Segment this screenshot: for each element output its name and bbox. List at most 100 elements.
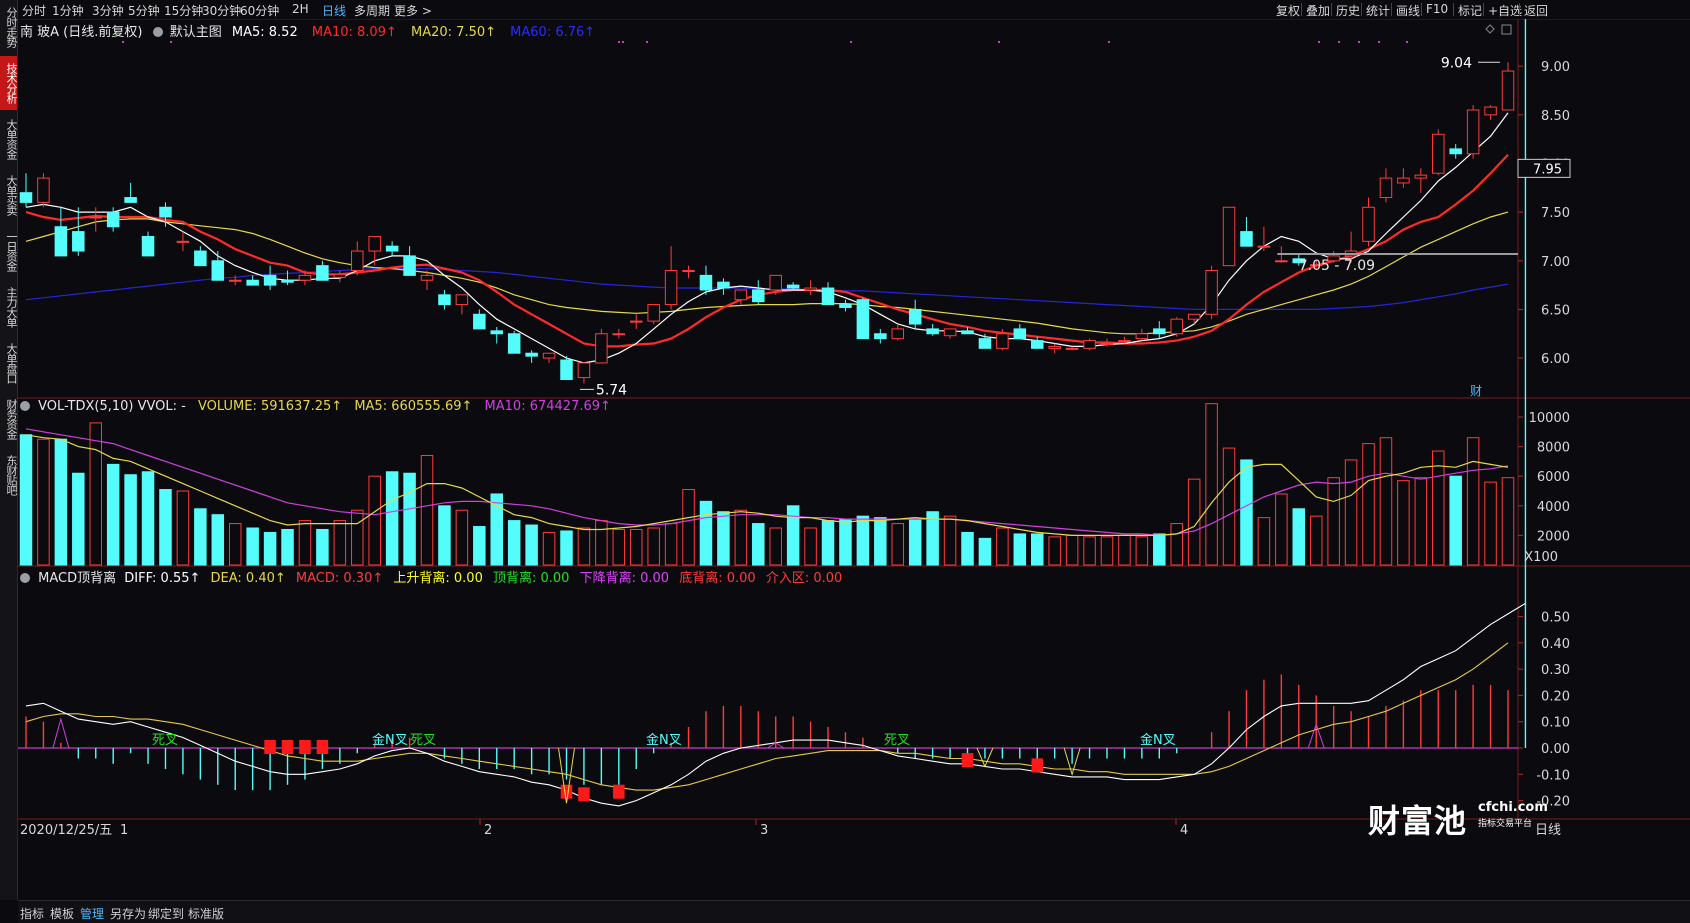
left-tab-7[interactable]: 大单盘口 — [5, 343, 18, 383]
volume-bar-down — [385, 471, 399, 566]
timeframe-8[interactable]: 2H — [292, 2, 309, 16]
macd-topdiv-label: 顶背离: 0.00 — [493, 571, 570, 586]
volume-bar-up — [1484, 481, 1497, 566]
macd-signal-label: 金N叉 — [646, 732, 682, 748]
vol-ma10-label: MA10: 674427.69↑ — [484, 399, 611, 414]
candle-down — [752, 289, 765, 303]
volume-bar-down — [159, 489, 172, 566]
volume-bar-up — [664, 523, 678, 566]
candle-up — [351, 250, 364, 272]
macd-axis-label: 0.00 — [1541, 742, 1570, 757]
volume-bar-up — [368, 475, 381, 566]
candle-down — [124, 197, 137, 203]
bottom-tab-5[interactable]: 绑定到 — [148, 907, 185, 921]
candle-up — [1309, 264, 1323, 267]
volume-bar-down — [978, 537, 992, 566]
toolbar-button-5[interactable]: 画线 — [1396, 4, 1421, 18]
timeframe-3[interactable]: 3分钟 — [92, 4, 124, 18]
timeframe-11[interactable]: 更多 > — [394, 4, 432, 18]
volume-bar-up — [455, 509, 469, 566]
candle-up — [1501, 70, 1515, 111]
toolbar-button-1[interactable]: 复权 — [1276, 4, 1301, 18]
candle-up — [1065, 347, 1079, 350]
toolbar-button-7[interactable]: 标记 — [1458, 4, 1483, 18]
candle-down — [211, 260, 225, 281]
bottom-tab-3[interactable]: 管理 — [80, 907, 105, 921]
volume-bar-down — [438, 505, 451, 566]
stock-title[interactable]: 南 玻A (日线.前复权) — [20, 25, 143, 40]
volume-bar-up — [176, 490, 190, 566]
volume-bar-down — [1240, 459, 1253, 566]
volume-bar-up — [1414, 477, 1428, 566]
toolbar-button-6[interactable]: F10 — [1426, 2, 1449, 16]
toolbar-button-3[interactable]: 历史 — [1336, 4, 1361, 18]
macd-signal-block — [299, 740, 311, 755]
candle-up — [664, 270, 678, 306]
volume-bar-up — [1065, 534, 1079, 566]
candle-down — [385, 245, 399, 252]
timeframe-1[interactable]: 分时 — [22, 4, 47, 18]
volume-bar-down — [316, 528, 329, 566]
bottom-tab-6[interactable]: 标准版 — [188, 907, 225, 921]
timeframe-9[interactable]: 日线 — [322, 4, 347, 18]
macd-bottomdiv-label: 底背离: 0.00 — [679, 571, 756, 586]
macd-entry-label: 介入区: 0.00 — [765, 571, 843, 586]
macd-axis-label: 0.40 — [1541, 637, 1570, 652]
toolbar-separator — [1301, 3, 1302, 16]
candle-down — [403, 255, 416, 276]
ma5-label: MA5: 8.52 — [231, 25, 298, 40]
candle-up — [1205, 270, 1218, 315]
price-axis-label: 6.00 — [1541, 352, 1570, 367]
candle-down — [1292, 258, 1306, 264]
chart-area[interactable]: 7.05 - 7.099.045.74 财 死叉 金N叉 死叉 金N叉 死叉 金N叉 9.0… — [18, 19, 1690, 900]
candle-up — [1118, 340, 1131, 343]
volume-bar-up — [996, 527, 1009, 566]
bottom-tab-2[interactable]: 模板 — [50, 907, 75, 921]
timeframe-10[interactable]: 多周期 — [354, 4, 391, 18]
left-tab-1[interactable]: 分时走势 — [5, 7, 18, 47]
macd-dea-line — [25, 642, 1509, 791]
candle-down — [821, 287, 835, 306]
left-tab-6[interactable]: 主力大单 — [5, 287, 18, 327]
timeframe-5[interactable]: 15分钟 — [164, 4, 204, 18]
volume-bar-down — [1013, 533, 1027, 566]
circle-icon[interactable] — [20, 573, 30, 583]
toolbar-button-8[interactable]: +自选 — [1488, 4, 1523, 18]
volume-bar-down — [141, 471, 155, 566]
toolbar-button-2[interactable]: 叠加 — [1306, 4, 1331, 18]
left-tab-4[interactable]: 大单买卖 — [5, 175, 18, 215]
vol-indicator-name[interactable]: VOL-TDX(5,10) VVOL: - — [38, 399, 186, 414]
diamond-icon[interactable] — [1485, 24, 1495, 34]
first-date-label: 2020/12/25/五 — [20, 823, 112, 838]
finance-marker: 财 — [1470, 384, 1482, 398]
left-tab-2[interactable]: 技术分析 — [0, 56, 18, 110]
candle-up — [1484, 106, 1497, 116]
template-label[interactable]: 默认主图 — [169, 25, 222, 40]
macd-macd-label: MACD: 0.30↑ — [295, 571, 384, 586]
ma10-label: MA10: 8.09↑ — [311, 25, 397, 40]
toolbar-button-4[interactable]: 统计 — [1366, 4, 1391, 18]
pin-icon[interactable] — [1501, 24, 1512, 35]
bottom-tab-4[interactable]: 另存为 — [110, 907, 147, 921]
bottom-tab-1[interactable]: 指标 — [20, 907, 45, 921]
timeframe-2[interactable]: 1分钟 — [52, 4, 84, 18]
toolbar-button-9[interactable]: 返回 — [1524, 4, 1549, 18]
price-axis-label: 9.00 — [1541, 60, 1570, 75]
price-zone-label: 7.05 - 7.09 — [1299, 258, 1375, 274]
volume-bar-up — [682, 489, 695, 566]
left-tab-3[interactable]: 大单资金 — [5, 119, 18, 159]
left-tab-5[interactable]: 一日资金 — [5, 231, 18, 271]
macd-updiv-label: 上升背离: 0.00 — [393, 571, 483, 586]
timeframe-7[interactable]: 60分钟 — [240, 4, 280, 18]
candle-down — [699, 274, 713, 291]
timeframe-6[interactable]: 30分钟 — [202, 4, 242, 18]
left-tab-8[interactable]: 财务资金 — [5, 399, 18, 439]
circle-icon[interactable] — [20, 401, 30, 411]
event-dot — [618, 41, 620, 43]
left-tab-9[interactable]: 东财贴吧 — [5, 455, 18, 495]
circle-icon[interactable] — [152, 27, 163, 37]
price-axis-label: 7.50 — [1541, 206, 1570, 221]
volume-bar-up — [769, 527, 782, 566]
macd-indicator-name[interactable]: MACD顶背离 — [38, 571, 117, 586]
timeframe-4[interactable]: 5分钟 — [128, 4, 160, 18]
